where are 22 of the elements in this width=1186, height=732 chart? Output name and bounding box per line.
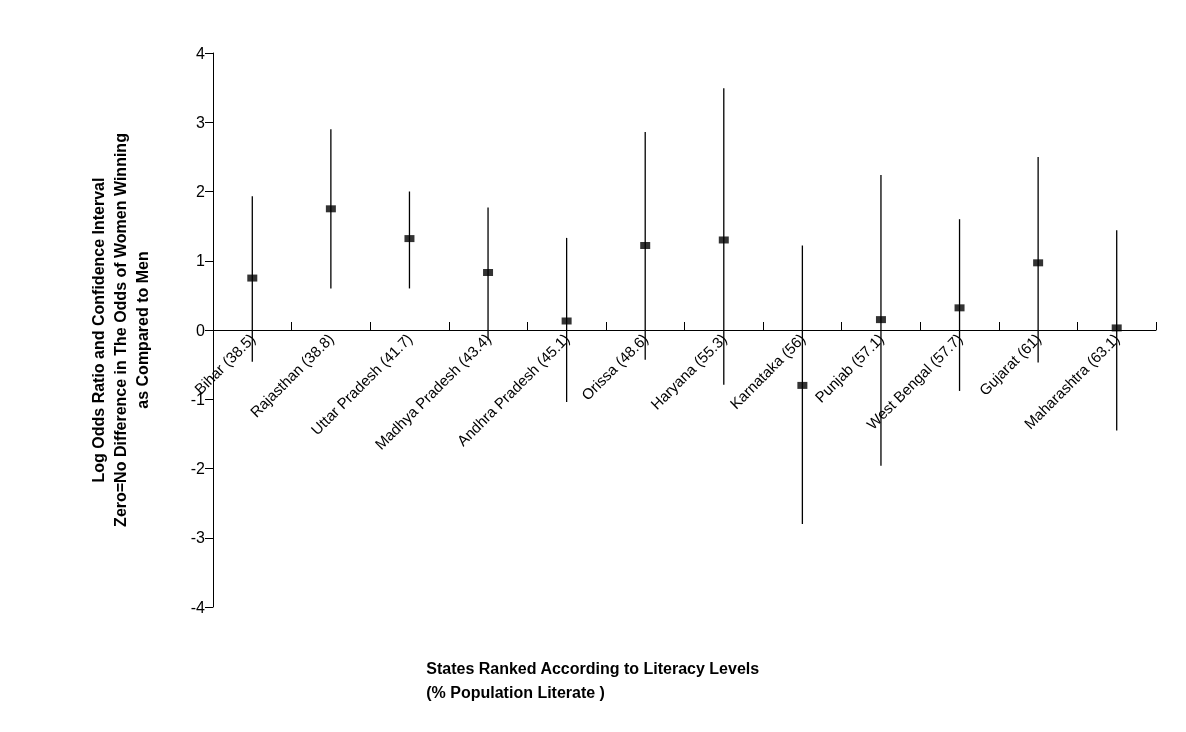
point xyxy=(483,269,494,277)
point xyxy=(797,381,808,389)
x-axis-title: States Ranked According to Literacy Levels (% Population Literate ) xyxy=(426,659,760,701)
point xyxy=(325,205,336,213)
point xyxy=(1111,324,1122,332)
y-axis-title: Log Odds Ratio and Confidence Interval Zero=No Difference in The Odds of Women Winning as Compared to Men xyxy=(89,133,151,527)
y-tick-label: 1 xyxy=(196,252,206,270)
y-tick-label: 2 xyxy=(196,183,206,200)
point xyxy=(640,242,651,250)
point xyxy=(875,316,886,324)
y-tick-label: 0 xyxy=(196,321,206,339)
y-tick-label: -2 xyxy=(190,460,206,477)
point xyxy=(718,236,729,244)
point xyxy=(561,317,572,325)
y-tick-label: -3 xyxy=(190,529,206,547)
y-tick-label: 3 xyxy=(196,113,206,131)
y-tick-label: -4 xyxy=(190,598,206,616)
y-tick-label: 4 xyxy=(196,44,206,62)
point xyxy=(404,235,415,243)
point xyxy=(247,274,258,282)
point xyxy=(1033,259,1044,267)
point xyxy=(954,304,965,312)
